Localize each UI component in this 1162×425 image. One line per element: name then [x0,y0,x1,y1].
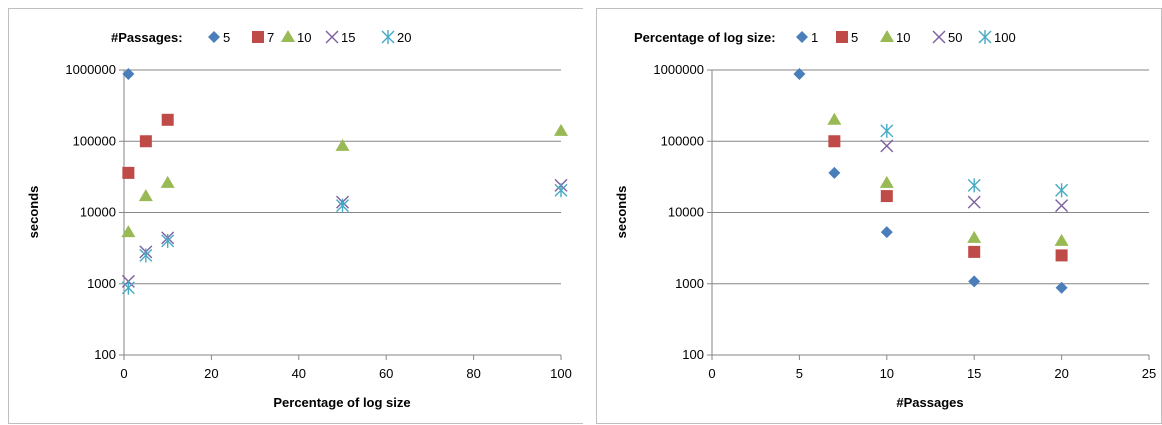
left-point-series-7 [161,113,174,126]
chart-left-x-axis-title: Percentage of log size [273,395,410,410]
right-point-series-1 [968,275,981,288]
right-legend-label: 5 [851,30,858,45]
right-x-tick-label: 25 [1142,366,1156,381]
chart-left-legend: #Passages: 5 7 10 15 20 [111,30,411,45]
left-legend-label: 10 [297,30,311,45]
chart-left-svg: #Passages: 5 7 10 15 20 100100010000100000100… [8,8,583,424]
right-legend-title: Percentage of log size: [634,30,776,45]
right-legend-label: 100 [994,30,1016,45]
left-legend-marker-5 [208,31,220,43]
right-point-series-50 [967,195,981,209]
right-point-series-5 [968,245,981,258]
left-point-series-10 [335,138,350,151]
right-point-series-1 [828,166,841,179]
left-legend-title: #Passages: [111,30,183,45]
left-legend-label: 7 [267,30,274,45]
chart-right-x-axis-title: #Passages [896,395,963,410]
left-y-tick-label: 10000 [80,205,116,220]
right-point-series-10 [1054,233,1069,246]
left-point-series-7 [139,135,152,148]
right-point-series-10 [967,230,982,243]
right-point-series-5 [1055,249,1068,262]
left-point-series-20 [336,198,349,213]
left-x-tick-label: 40 [292,366,306,381]
right-point-series-100 [967,178,981,193]
right-x-tick-label: 15 [967,366,981,381]
left-point-series-20 [121,280,135,295]
chart-left-y-axis-title: seconds [26,186,41,239]
right-point-series-1 [880,226,893,239]
right-x-tick-label: 0 [708,366,715,381]
left-legend-label: 5 [223,30,230,45]
right-point-series-50 [880,139,894,153]
left-x-tick-label: 20 [204,366,218,381]
right-x-tick-label: 5 [796,366,803,381]
left-point-series-10 [554,123,568,136]
right-legend-marker-50 [932,30,946,44]
left-point-series-5 [122,67,135,80]
right-legend-marker-100 [978,30,992,44]
left-x-tick-label: 0 [120,366,127,381]
chart-right-legend: Percentage of log size: 1 5 10 50 100 [634,30,1016,45]
right-point-series-5 [828,135,841,148]
right-legend-label: 50 [948,30,962,45]
right-x-tick-label: 20 [1054,366,1068,381]
right-point-series-1 [1055,281,1068,294]
left-y-tick-label: 1000 [87,276,116,291]
chart-right-y-axis-title: seconds [614,186,629,239]
chart-right: Percentage of log size: 1 5 10 50 100 100 1000… [579,0,1162,425]
left-point-series-20 [161,233,175,248]
chart-left-frame [8,8,583,424]
left-point-series-20 [139,248,153,263]
left-legend-marker-15 [325,30,339,44]
left-point-series-10 [121,225,136,238]
right-point-series-5 [880,190,893,203]
left-point-series-10 [138,189,153,202]
right-legend-label: 1 [811,30,818,45]
right-legend-marker-5 [836,31,848,43]
left-point-series-7 [122,166,135,179]
left-point-series-10 [160,175,175,188]
right-point-series-50 [1055,199,1069,213]
chart-right-plot-area: 100 1000 10000 100000 1000000 0 5 10 15 20 25 [653,62,1156,381]
right-y-tick-label: 100000 [661,133,704,148]
left-y-tick-label: 100 [94,347,116,362]
right-y-tick-label: 100 [682,347,704,362]
left-legend-label: 20 [397,30,411,45]
left-x-tick-label: 60 [379,366,393,381]
left-legend-marker-10 [281,30,295,42]
left-legend-marker-7 [252,31,264,43]
chart-left-plot-area: 100 1000 10000 100000 1000000 0 20 40 60 80 100 [65,62,571,381]
right-y-tick-label: 1000000 [653,62,704,77]
right-legend-marker-10 [880,30,894,42]
right-x-tick-label: 10 [880,366,894,381]
left-x-tick-label: 80 [466,366,480,381]
left-y-tick-label: 100000 [73,133,116,148]
right-legend-label: 10 [896,30,910,45]
chart-right-svg: Percentage of log size: 1 5 10 50 100 1001000… [596,8,1162,424]
right-point-series-1 [793,67,806,80]
right-point-series-10 [827,112,842,125]
right-point-series-100 [880,123,894,138]
chart-left: #Passages: 5 7 10 15 20 100 1000 10000 100000 100… [8,8,583,424]
right-y-tick-label: 10000 [668,205,704,220]
left-x-tick-label: 100 [550,366,572,381]
right-y-tick-label: 1000 [675,276,704,291]
left-legend-marker-20 [381,30,395,44]
right-legend-marker-1 [796,31,808,43]
left-legend-label: 15 [341,30,355,45]
right-point-series-100 [1055,183,1069,198]
right-point-series-10 [879,175,894,188]
left-y-tick-label: 1000000 [65,62,116,77]
left-point-series-20 [554,183,568,198]
